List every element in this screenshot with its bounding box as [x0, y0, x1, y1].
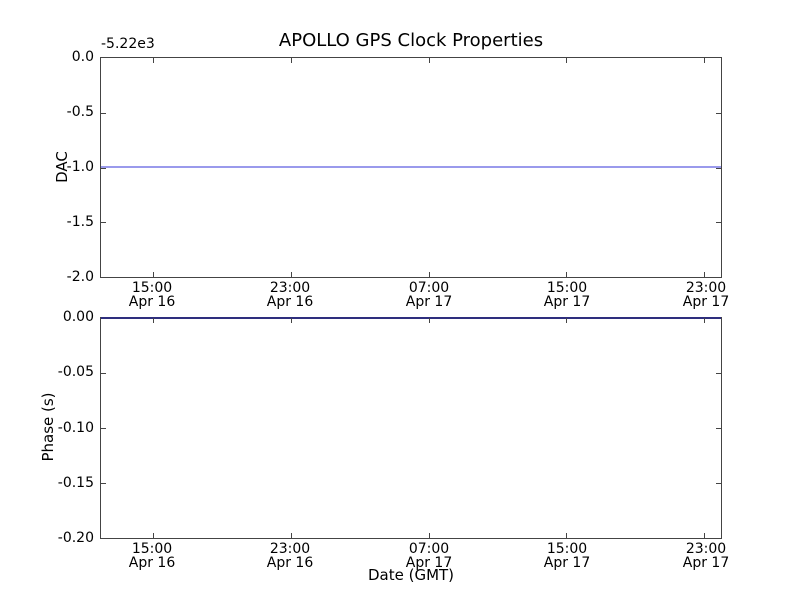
y-axis-offset-text: -5.22e3	[101, 36, 155, 52]
tick-mark	[290, 318, 292, 323]
tick-mark	[716, 112, 721, 114]
x-tick-time: 23:00	[685, 280, 727, 296]
y-tick-label: -0.5	[66, 104, 94, 120]
x-tick-label: 15:00 Apr 16	[107, 542, 197, 570]
tick-mark	[101, 483, 106, 484]
x-tick-time: 07:00	[408, 280, 450, 296]
x-tick-label: 23:00 Apr 16	[245, 281, 335, 309]
x-tick-date: Apr 16	[266, 294, 314, 310]
y-tick-label: -1.0	[66, 159, 94, 175]
y-tick-label: -1.5	[66, 214, 94, 230]
tick-mark	[428, 58, 430, 63]
y-axis-label-phase: Phase (s)	[39, 392, 57, 462]
plot-area-dac	[100, 57, 722, 278]
tick-mark	[704, 533, 706, 538]
x-tick-date: Apr 17	[405, 294, 453, 310]
y-tick-label: 0.0	[71, 49, 94, 65]
x-tick-date: Apr 17	[543, 555, 591, 571]
tick-mark	[716, 167, 721, 169]
x-tick-date: Apr 16	[128, 555, 176, 571]
tick-mark	[290, 533, 292, 538]
tick-mark	[716, 428, 721, 429]
x-tick-date: Apr 17	[682, 555, 730, 571]
x-tick-time: 23:00	[269, 541, 311, 557]
tick-mark	[716, 373, 721, 374]
tick-mark	[704, 318, 706, 323]
tick-mark	[428, 318, 430, 323]
chart-title: APOLLO GPS Clock Properties	[278, 30, 544, 51]
x-tick-time: 15:00	[131, 280, 173, 296]
tick-mark	[716, 222, 721, 224]
tick-mark	[152, 272, 154, 277]
y-tick-label: -0.05	[57, 364, 94, 380]
x-tick-time: 15:00	[546, 280, 588, 296]
tick-mark	[716, 483, 721, 484]
y-tick-label: -2.0	[66, 269, 94, 285]
tick-mark	[152, 318, 154, 323]
x-tick-date: Apr 16	[266, 555, 314, 571]
tick-mark	[566, 318, 568, 323]
tick-mark	[101, 112, 106, 114]
y-tick-label: -0.10	[57, 420, 94, 436]
y-tick-label: -0.15	[57, 475, 94, 491]
x-tick-time: 15:00	[131, 541, 173, 557]
tick-mark	[101, 222, 106, 224]
tick-mark	[101, 373, 106, 374]
x-axis-label-date: Date (GMT)	[367, 566, 455, 584]
x-tick-label: 15:00 Apr 17	[522, 281, 612, 309]
dac-data-line	[101, 166, 721, 168]
tick-mark	[566, 272, 568, 277]
tick-mark	[704, 58, 706, 63]
tick-mark	[152, 58, 154, 63]
tick-mark	[566, 58, 568, 63]
plot-area-phase	[100, 317, 722, 539]
phase-data-line	[101, 317, 721, 319]
x-tick-date: Apr 17	[682, 294, 730, 310]
tick-mark	[101, 167, 106, 169]
x-tick-label: 23:00 Apr 17	[661, 281, 751, 309]
y-axis-label-dac: DAC	[53, 151, 71, 183]
x-tick-label: 23:00 Apr 17	[661, 542, 751, 570]
tick-mark	[152, 533, 154, 538]
x-tick-label: 15:00 Apr 16	[107, 281, 197, 309]
x-tick-label: 15:00 Apr 17	[522, 542, 612, 570]
y-tick-label: -0.20	[57, 530, 94, 546]
x-tick-date: Apr 17	[405, 555, 453, 571]
tick-mark	[290, 272, 292, 277]
tick-mark	[290, 58, 292, 63]
x-tick-label: 23:00 Apr 16	[245, 542, 335, 570]
y-tick-label: 0.00	[62, 309, 94, 325]
x-tick-date: Apr 16	[128, 294, 176, 310]
tick-mark	[566, 533, 568, 538]
x-tick-date: Apr 17	[543, 294, 591, 310]
tick-mark	[428, 533, 430, 538]
x-tick-time: 23:00	[269, 280, 311, 296]
x-tick-label: 07:00 Apr 17	[384, 542, 474, 570]
x-tick-label: 07:00 Apr 17	[384, 281, 474, 309]
x-tick-time: 15:00	[546, 541, 588, 557]
x-tick-time: 07:00	[408, 541, 450, 557]
tick-mark	[704, 272, 706, 277]
tick-mark	[101, 428, 106, 429]
x-tick-time: 23:00	[685, 541, 727, 557]
tick-mark	[428, 272, 430, 277]
